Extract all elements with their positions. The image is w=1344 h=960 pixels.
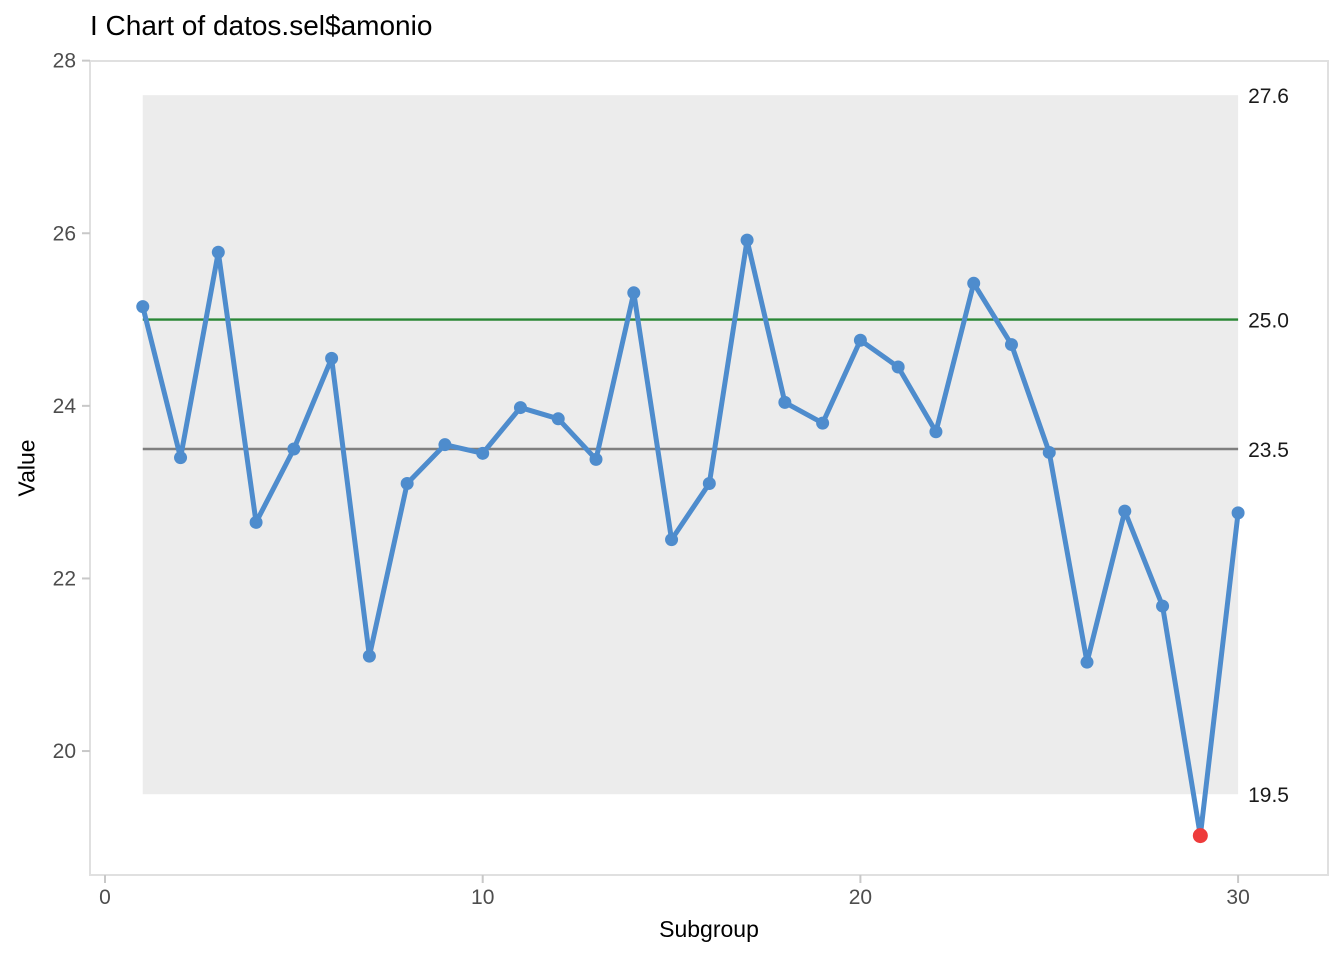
y-tick-label: 26 [53,222,76,245]
x-tick-label: 30 [1226,886,1249,909]
panel-border [89,60,1329,876]
data-point [249,515,263,529]
data-point [513,401,527,415]
y-tick-label: 28 [53,50,76,73]
data-point [174,451,188,465]
y-tick-label: 24 [53,395,77,418]
data-point [891,360,905,374]
data-point [136,300,150,314]
x-tick-label: 10 [471,886,494,909]
data-point [627,286,641,300]
data-point [1004,338,1018,352]
data-point [589,452,603,466]
data-point [211,245,225,259]
data-point [778,395,792,409]
data-point [665,533,679,547]
x-tick-label: 0 [99,886,111,909]
control-limit-band [142,95,1239,795]
y-tick-label: 22 [53,567,76,590]
data-point [740,233,754,247]
lcl-label: 19.5 [1248,784,1289,807]
data-point [400,477,414,491]
out-of-control-point [1192,828,1208,844]
data-point [362,649,376,663]
data-point [1042,445,1056,459]
center-label: 23.5 [1248,439,1289,462]
data-point [853,333,867,347]
data-point [476,446,490,460]
plot-title: I Chart of datos.sel$amonio [90,10,433,41]
data-point [1080,655,1094,669]
data-point [1156,599,1170,613]
data-point [816,416,830,430]
data-point [287,442,301,456]
data-point [702,477,716,491]
x-tick-label: 20 [849,886,872,909]
data-point [1118,504,1132,518]
ucl-label: 27.6 [1248,85,1289,108]
data-point [967,276,981,290]
x-axis-title: Subgroup [659,916,759,942]
data-point [929,425,943,439]
y-tick-label: 20 [53,740,76,763]
data-point [325,351,339,365]
data-point [551,412,565,426]
target-label: 25.0 [1248,310,1289,333]
data-point [438,438,452,452]
data-point [1231,506,1245,520]
data-series-line [140,237,1241,839]
